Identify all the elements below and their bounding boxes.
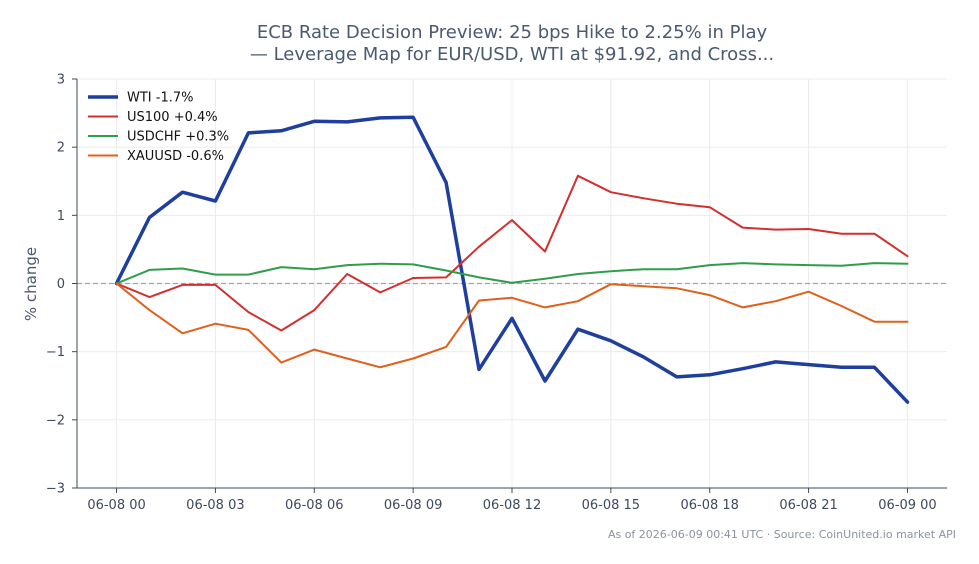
legend-label-xauusd: XAUUSD -0.6% xyxy=(127,149,224,164)
x-tick-label: 06-08 06 xyxy=(285,498,343,513)
series-line-us100 xyxy=(115,174,909,332)
axes: 3 2 1 0 −1 −2 −3 06-08 00 06-08 03 06-08 06 06-08 … xyxy=(46,73,947,513)
x-tick-label: 06-08 00 xyxy=(87,498,145,513)
x-tick-label: 06-09 00 xyxy=(878,498,936,513)
series-line-xauusd xyxy=(115,282,909,369)
legend-label-usdchf: USDCHF +0.3% xyxy=(127,130,229,145)
y-tick-label: −3 xyxy=(46,482,65,497)
legend: WTI -1.7% US100 +0.4% USDCHF +0.3% XAUUSD -… xyxy=(88,91,229,164)
series-line-usdchf xyxy=(115,262,909,285)
y-tick-label: 1 xyxy=(57,209,65,224)
x-tick-label: 06-08 12 xyxy=(483,498,541,513)
y-axis-label: % change xyxy=(22,247,40,321)
y-tick-label: −1 xyxy=(46,345,65,360)
y-tick-label: 3 xyxy=(57,73,65,88)
x-tick-label: 06-08 21 xyxy=(779,498,837,513)
legend-label-wti: WTI -1.7% xyxy=(127,91,193,106)
legend-label-us100: US100 +0.4% xyxy=(127,110,218,125)
y-tick-label: 0 xyxy=(57,277,65,292)
x-tick-label: 06-08 18 xyxy=(681,498,739,513)
series-lines xyxy=(114,115,910,404)
y-tick-label: 2 xyxy=(57,141,65,156)
x-tick-label: 06-08 09 xyxy=(384,498,442,513)
chart-title-line1: ECB Rate Decision Preview: 25 bps Hike t… xyxy=(257,22,768,43)
x-tick-label: 06-08 15 xyxy=(582,498,640,513)
footer-source: As of 2026-06-09 00:41 UTC · Source: Coi… xyxy=(608,528,956,541)
chart-title-line2: — Leverage Map for EUR/USD, WTI at $91.9… xyxy=(250,44,774,65)
y-tick-label: −2 xyxy=(46,413,65,428)
series-line-wti xyxy=(114,115,910,404)
x-tick-label: 06-08 03 xyxy=(186,498,244,513)
